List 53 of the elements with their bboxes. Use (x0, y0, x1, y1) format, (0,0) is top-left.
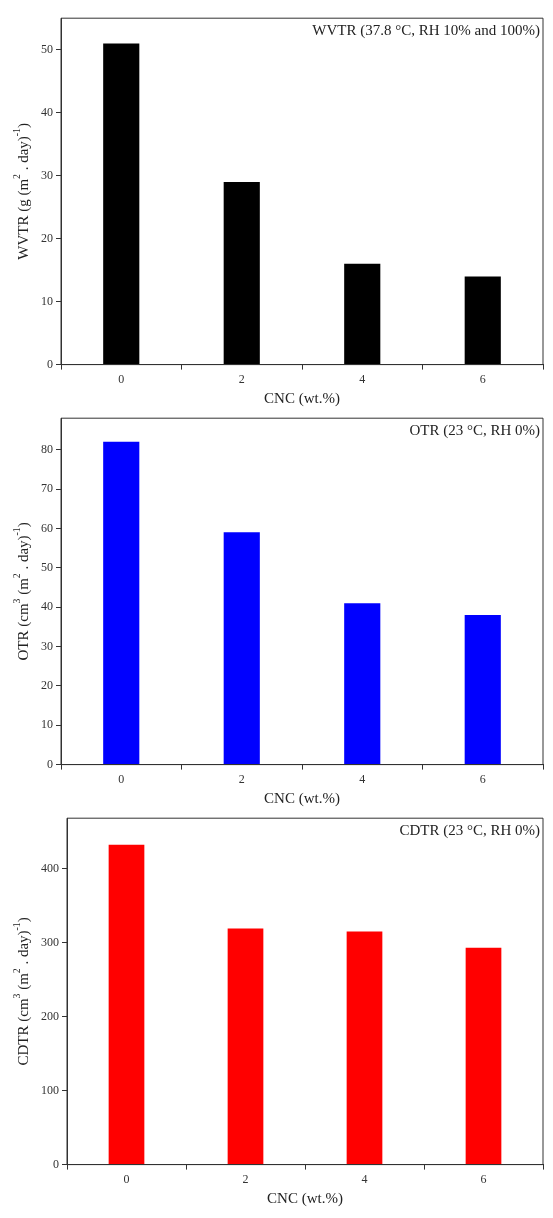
y-tick-label: 50 (41, 41, 53, 56)
x-tick-label: 0 (123, 1171, 130, 1186)
bar (344, 603, 381, 765)
bar (223, 181, 260, 365)
y-tick-label: 0 (53, 1156, 59, 1171)
y-tick-label: 20 (41, 678, 53, 693)
y-tick-label: 200 (41, 1008, 59, 1023)
x-tick-label: 2 (242, 1171, 249, 1186)
x-axis-title: CNC (wt.%) (267, 1189, 343, 1207)
y-tick-label: 40 (41, 599, 53, 614)
y-tick-label: 20 (41, 230, 53, 245)
y-tick-label: 300 (41, 934, 59, 949)
bar (344, 263, 381, 365)
y-tick-label: 70 (41, 481, 53, 496)
y-tick-label: 10 (41, 293, 53, 308)
y-axis-title: WVTR (g (m2 . day)-1) (10, 123, 32, 260)
bar (464, 615, 501, 765)
y-tick-label: 400 (41, 860, 59, 875)
y-tick-label: 100 (41, 1082, 59, 1097)
y-tick-label: 60 (41, 520, 53, 535)
x-tick-label: 2 (238, 371, 245, 386)
x-tick-label: 6 (479, 771, 486, 786)
x-tick-label: 0 (118, 771, 125, 786)
bar (227, 928, 264, 1165)
y-axis-title: OTR (cm3 (m2 . day)-1) (10, 522, 32, 661)
bar (346, 931, 383, 1165)
x-tick-label: 6 (479, 371, 486, 386)
y-tick-label: 40 (41, 104, 53, 119)
bar (464, 276, 501, 365)
x-axis-title: CNC (wt.%) (264, 789, 340, 807)
y-tick-label: 50 (41, 559, 53, 574)
y-tick-label: 0 (47, 756, 53, 771)
y-tick-label: 80 (41, 441, 53, 456)
bar (465, 947, 502, 1165)
annotation: WVTR (37.8 °C, RH 10% and 100%) (312, 21, 540, 39)
annotation: CDTR (23 °C, RH 0%) (399, 821, 540, 839)
bar (103, 43, 140, 365)
x-tick-label: 2 (238, 771, 245, 786)
y-tick-label: 10 (41, 717, 53, 732)
x-axis-title: CNC (wt.%) (264, 389, 340, 407)
bar (108, 844, 145, 1165)
x-tick-label: 6 (480, 1171, 487, 1186)
x-tick-label: 4 (359, 771, 366, 786)
y-tick-label: 30 (41, 638, 53, 653)
y-axis-title: CDTR (cm3 (m2 . day)-1) (10, 917, 32, 1066)
bar (103, 441, 140, 765)
bar (223, 532, 260, 765)
y-tick-label: 30 (41, 167, 53, 182)
y-tick-label: 0 (47, 356, 53, 371)
x-tick-label: 4 (361, 1171, 368, 1186)
x-tick-label: 0 (118, 371, 125, 386)
annotation: OTR (23 °C, RH 0%) (409, 421, 540, 439)
x-tick-label: 4 (359, 371, 366, 386)
